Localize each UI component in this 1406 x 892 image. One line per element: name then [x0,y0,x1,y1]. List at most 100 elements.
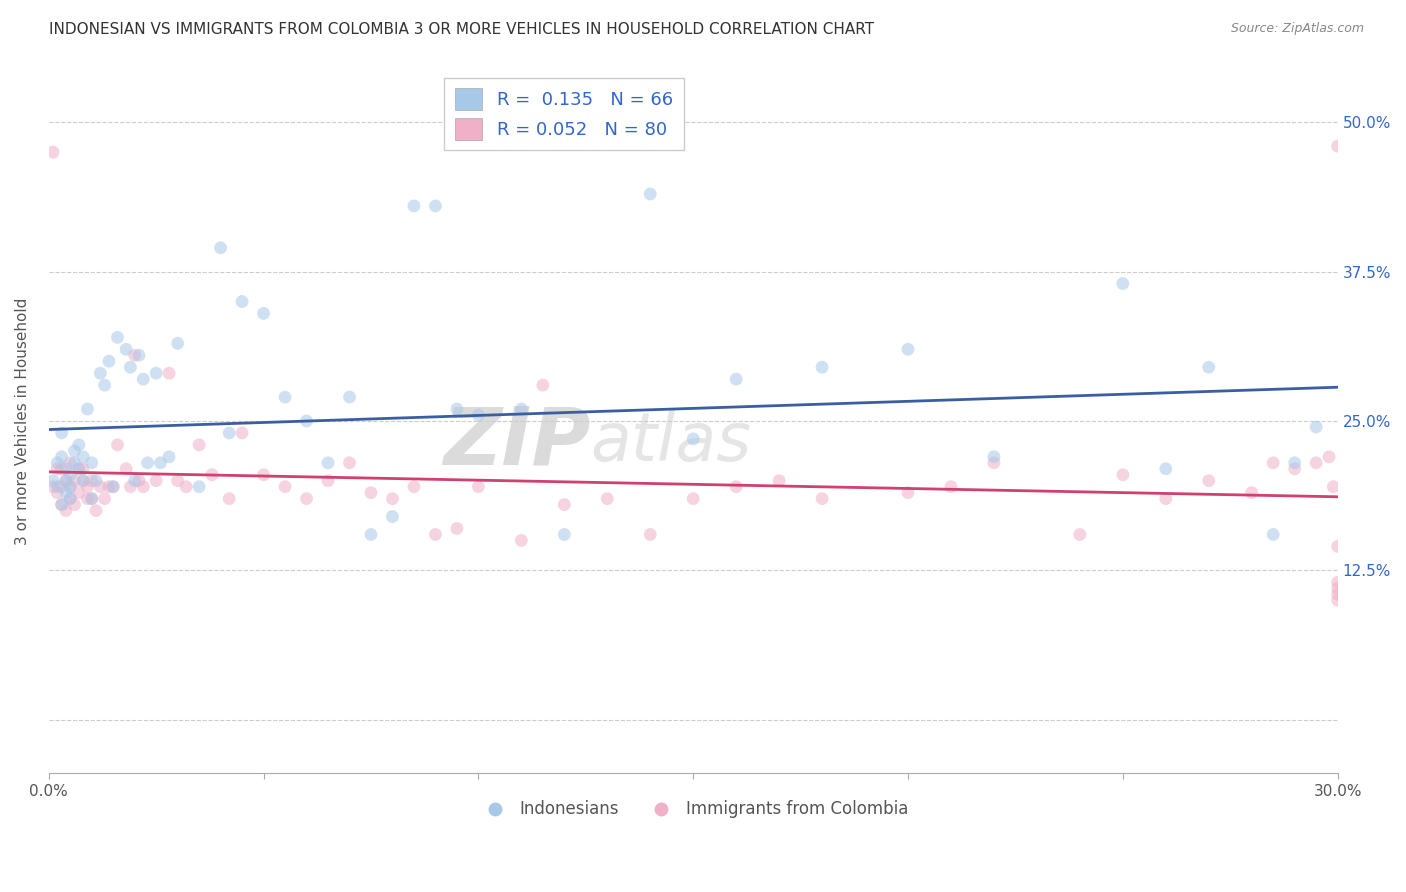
Point [939,480,962,494]
Point [1305,456,1327,470]
Point [80,456,103,470]
Text: ZIP: ZIP [443,403,591,481]
Point [510,533,533,548]
Point [42,474,65,488]
Point [231,425,253,440]
Point [157,366,180,380]
Point [553,498,575,512]
Point [531,378,554,392]
Point [59,467,82,482]
Point [252,306,274,320]
Point [402,480,425,494]
Point [188,438,211,452]
Text: atlas: atlas [591,409,751,475]
Point [682,491,704,506]
Point [59,456,82,470]
Point [467,408,489,422]
Point [897,343,920,357]
Point [120,360,142,375]
Point [63,443,86,458]
Point [1326,581,1348,595]
Point [725,480,748,494]
Point [132,480,155,494]
Point [402,199,425,213]
Point [84,474,107,488]
Point [1154,462,1177,476]
Point [682,432,704,446]
Point [381,509,404,524]
Point [63,474,86,488]
Point [166,474,188,488]
Point [295,491,318,506]
Point [446,521,468,535]
Point [201,467,224,482]
Point [1240,485,1263,500]
Point [59,491,82,506]
Point [381,491,404,506]
Point [725,372,748,386]
Point [1263,527,1285,541]
Point [97,480,120,494]
Point [174,480,197,494]
Point [209,241,232,255]
Point [63,498,86,512]
Point [89,366,111,380]
Point [425,199,447,213]
Point [51,425,73,440]
Point [768,474,790,488]
Point [103,480,125,494]
Point [360,527,382,541]
Point [1322,480,1344,494]
Point [1112,277,1135,291]
Point [46,456,69,470]
Point [51,462,73,476]
Point [67,462,90,476]
Point [67,462,90,476]
Point [55,474,77,488]
Point [811,491,834,506]
Point [120,480,142,494]
Point [145,474,167,488]
Point [166,336,188,351]
Point [510,402,533,417]
Point [316,474,339,488]
Point [983,456,1005,470]
Point [93,378,115,392]
Point [446,402,468,417]
Legend: Indonesians, Immigrants from Colombia: Indonesians, Immigrants from Colombia [471,794,915,825]
Point [80,491,103,506]
Point [218,491,240,506]
Point [1284,456,1306,470]
Point [897,485,920,500]
Point [72,474,94,488]
Point [93,491,115,506]
Point [360,485,382,500]
Point [467,480,489,494]
Point [295,414,318,428]
Point [115,343,138,357]
Point [59,480,82,494]
Point [1326,593,1348,607]
Point [553,527,575,541]
Point [1326,540,1348,554]
Point [51,480,73,494]
Point [59,491,82,506]
Point [97,354,120,368]
Point [42,480,65,494]
Point [59,480,82,494]
Point [72,474,94,488]
Point [63,456,86,470]
Point [638,527,661,541]
Point [76,480,98,494]
Point [157,450,180,464]
Point [42,145,65,160]
Point [115,462,138,476]
Point [51,498,73,512]
Point [51,450,73,464]
Point [596,491,619,506]
Point [811,360,834,375]
Point [638,186,661,201]
Point [103,480,125,494]
Point [72,462,94,476]
Point [1112,467,1135,482]
